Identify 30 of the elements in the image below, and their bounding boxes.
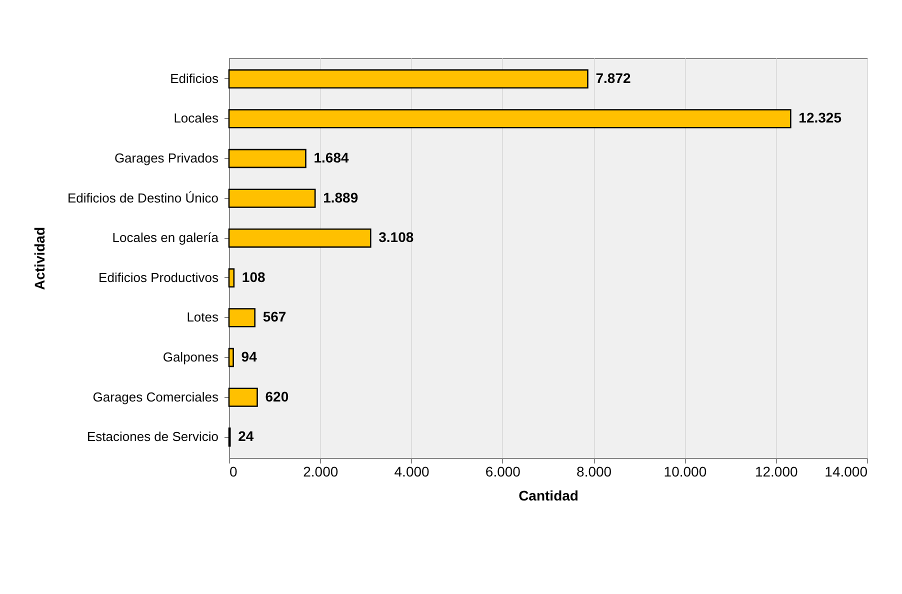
data-label: 3.108 (378, 229, 414, 246)
x-tick-label: 4.000 (394, 464, 430, 480)
x-axis-title: Cantidad (518, 488, 578, 504)
data-label: 620 (265, 388, 289, 404)
y-tick-label: Edificios (170, 70, 219, 86)
x-tick-label: 10.000 (664, 464, 707, 480)
y-tick-label: Locales (174, 110, 219, 126)
data-label: 1.889 (323, 189, 358, 206)
data-label: 12.325 (798, 110, 842, 126)
data-label: 7.872 (596, 70, 631, 86)
x-tick-label: 14.000 (824, 464, 868, 480)
y-tick-label: Lotes (186, 310, 219, 325)
y-tick-label: Garages Privados (114, 150, 219, 166)
y-tick-label: Locales en galería (112, 230, 220, 246)
y-tick-label: Edificios Productivos (98, 270, 219, 285)
data-label: 567 (262, 308, 286, 325)
data-label: 1.684 (314, 150, 349, 166)
y-tick-label: Estaciones de Servicio (86, 429, 218, 444)
y-tick-label: Galpones (162, 350, 219, 365)
x-tick-label: 8.000 (576, 464, 612, 480)
y-tick-label: Garages Comerciales (92, 389, 219, 404)
data-label: 94 (241, 348, 258, 365)
y-tick-label: Edificios de Destino Único (67, 190, 218, 206)
x-tick-label: 2.000 (303, 464, 338, 480)
x-tick-label: 0 (230, 464, 238, 480)
data-label: 24 (238, 428, 254, 444)
y-axis-title: Actividad (31, 226, 48, 290)
x-tick-label: 12.000 (754, 464, 798, 480)
data-label: 108 (242, 268, 266, 285)
x-tick-label: 6.000 (485, 464, 521, 480)
